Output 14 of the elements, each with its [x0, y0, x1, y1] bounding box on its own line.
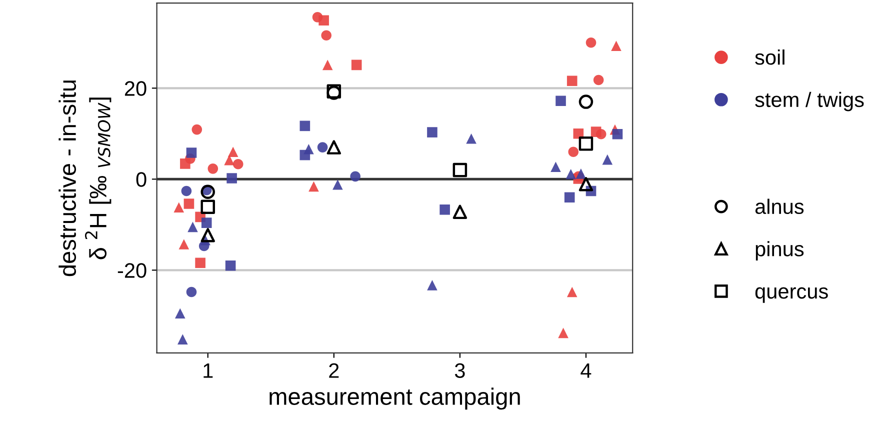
x-tick-label: 3	[454, 363, 465, 378]
x-axis-title: measurement campaign	[270, 388, 520, 410]
x-tick-label: 4	[580, 363, 592, 378]
y-tick-label: 20	[124, 81, 146, 96]
legend-label: pinus	[756, 241, 804, 260]
legend-label: soil	[755, 49, 784, 65]
y-axis-title: destructive - in-situ δ $^{2}$H [‰ $_{VSMOW}$]	[58, 80, 112, 276]
x-tick-label: 1	[204, 363, 213, 378]
y-tick-label: -20	[118, 263, 146, 278]
legend-label: stem / twigs	[755, 92, 864, 112]
legend-label: alnus	[755, 198, 804, 214]
x-tick-label: 2	[329, 363, 339, 378]
y-tick-label: 0	[136, 172, 146, 187]
legend-label: quercus	[755, 287, 828, 303]
